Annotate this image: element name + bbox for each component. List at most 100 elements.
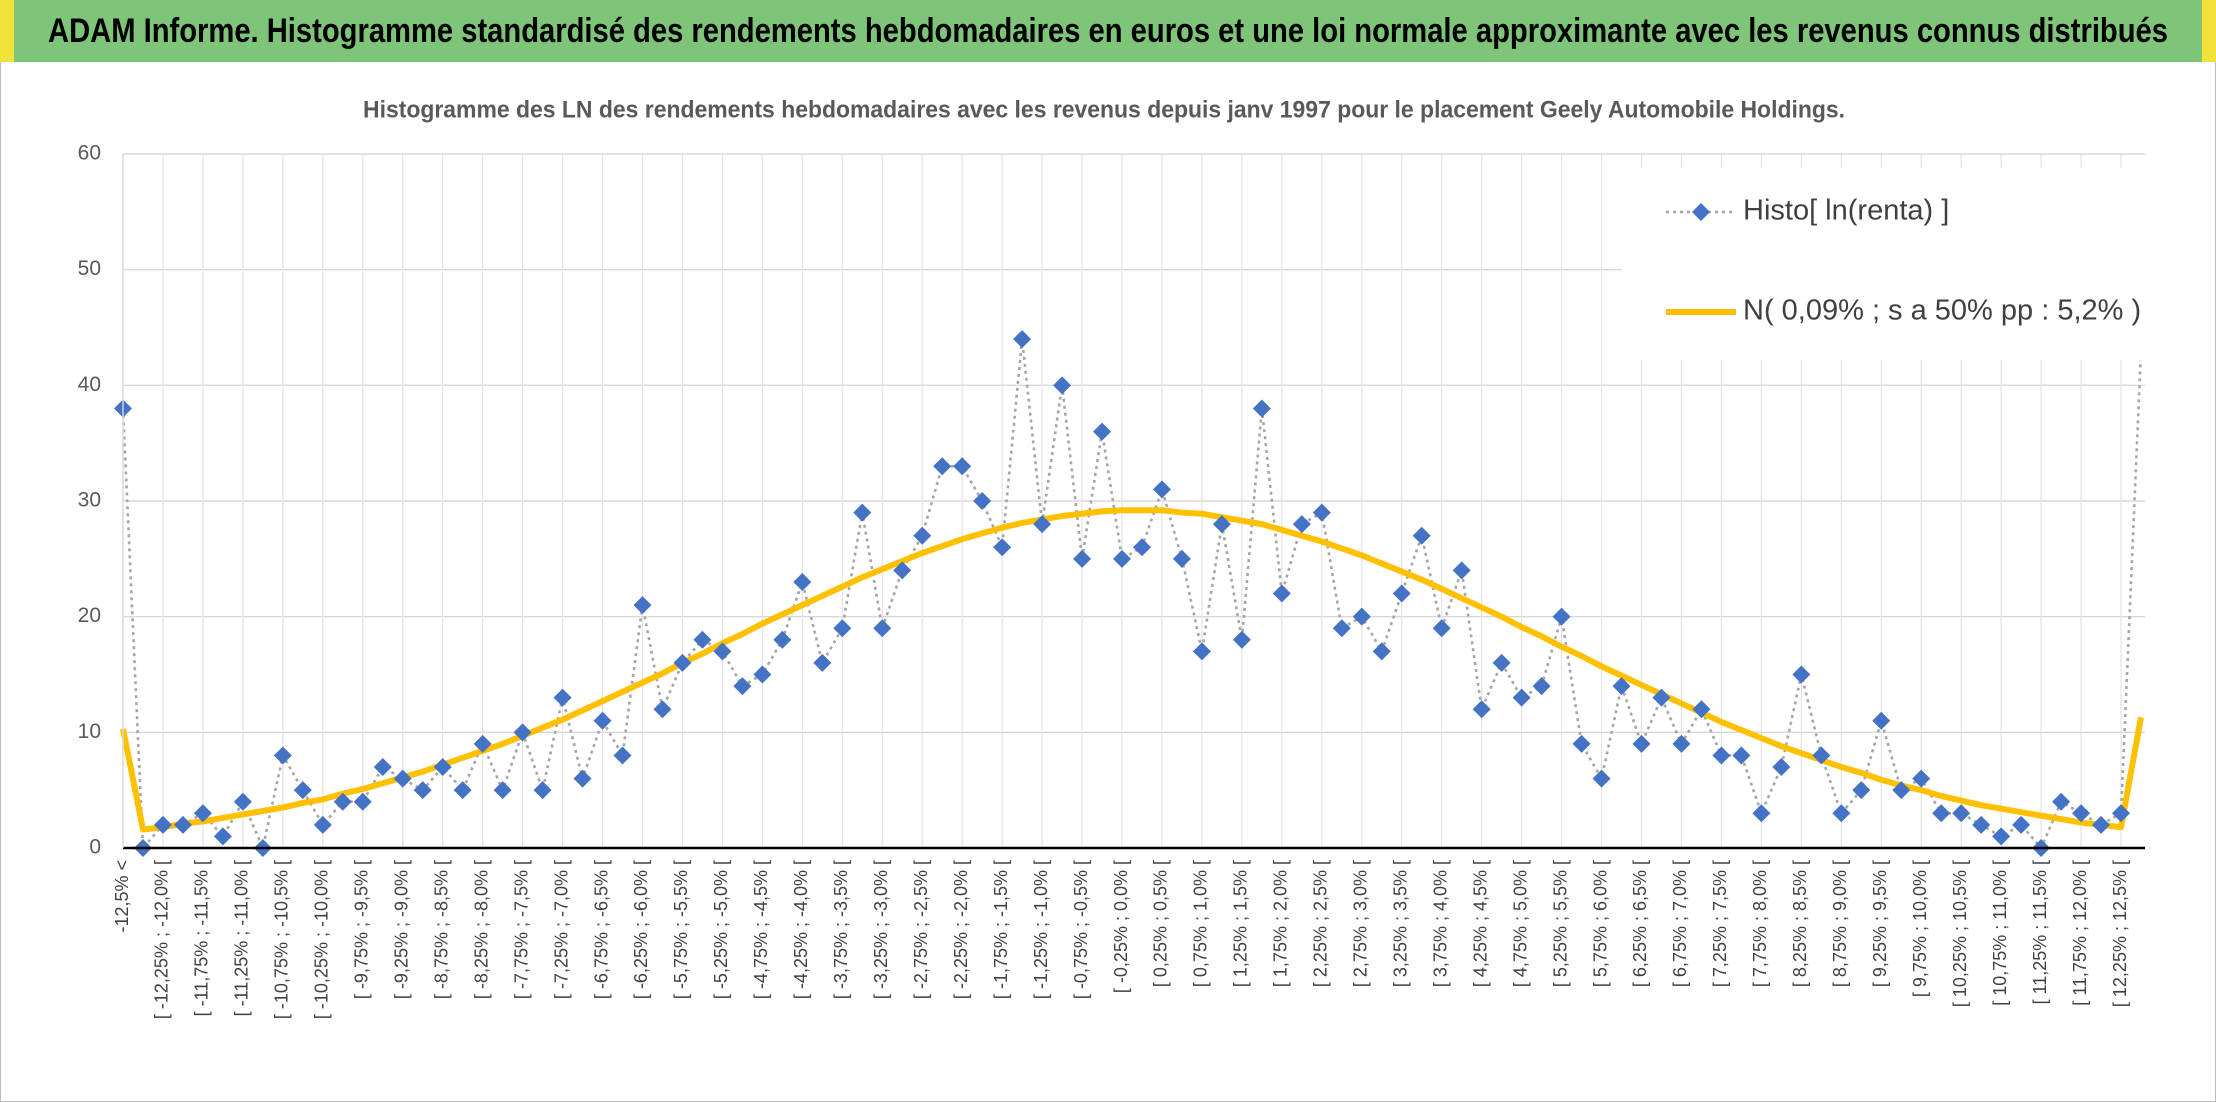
data-point: [613, 746, 632, 765]
data-point: [2052, 792, 2071, 811]
series-line: [120, 507, 2144, 833]
data-point: [1392, 584, 1411, 603]
x-tick-label: [ 11,25% ; 11,5% [: [2030, 860, 2050, 1004]
data-point: [1432, 619, 1451, 638]
x-tick-label: [ -10,75% ; -10,5% [: [272, 860, 292, 1019]
data-point: [1352, 607, 1371, 626]
data-point: [893, 561, 912, 580]
title-bar-corner: [0, 0, 14, 62]
data-point: [473, 734, 492, 753]
data-point: [353, 792, 372, 811]
data-point: [753, 665, 772, 684]
data-point: [1312, 503, 1331, 522]
data-point: [1152, 480, 1171, 499]
x-tick-label: [ 0,25% ; 0,5% [: [1151, 860, 1171, 987]
data-point: [1912, 769, 1931, 788]
x-tick-label: [ -4,75% ; -4,5% [: [751, 860, 771, 999]
x-tick-label: [ -11,75% ; -11,5% [: [192, 860, 212, 1016]
data-point: [373, 758, 392, 777]
legend-label: Histo[ ln(renta) ]: [1743, 195, 1949, 227]
x-tick-label: [ -11,25% ; -11,0% [: [232, 860, 252, 1016]
x-tick-label: [ -5,75% ; -5,5% [: [671, 860, 691, 999]
x-tick-label: [ -1,25% ; -1,0% [: [1031, 860, 1051, 999]
y-tick-label: 0: [89, 836, 101, 859]
data-point: [993, 538, 1012, 557]
x-tick-label: [ -3,75% ; -3,5% [: [831, 860, 851, 999]
data-point: [313, 815, 332, 834]
data-point: [1792, 665, 1811, 684]
x-tick-label: [ 10,75% ; 11,0% [: [1990, 860, 2010, 1006]
data-point: [1332, 619, 1351, 638]
data-point: [1612, 677, 1631, 696]
data-point: [853, 503, 872, 522]
data-point: [1532, 677, 1551, 696]
data-point: [973, 492, 992, 510]
x-tick-label: [ -8,25% ; -8,0% [: [471, 860, 491, 999]
data-point: [1212, 515, 1231, 534]
x-tick-label: [ 9,25% ; 9,5% [: [1870, 860, 1890, 987]
x-tick-label: [ -7,75% ; -7,5% [: [511, 860, 531, 999]
data-point: [293, 781, 312, 800]
data-point: [813, 653, 832, 672]
data-point: [213, 827, 232, 846]
data-point: [1372, 642, 1391, 661]
y-tick-label: 20: [78, 604, 101, 627]
x-tick-label: [ 5,75% ; 6,0% [: [1590, 860, 1610, 987]
data-point: [1272, 584, 1291, 603]
data-point: [193, 804, 212, 823]
data-point: [1113, 549, 1132, 568]
data-point: [1292, 515, 1311, 534]
data-point: [913, 526, 932, 545]
x-tick-label: [ -4,25% ; -4,0% [: [791, 860, 811, 999]
data-point: [653, 700, 672, 719]
data-point: [433, 758, 452, 777]
x-tick-label: [ 2,75% ; 3,0% [: [1351, 860, 1371, 987]
data-point: [1592, 769, 1611, 788]
x-tick-label: [ -0,75% ; -0,5% [: [1071, 860, 1091, 999]
data-point: [1552, 607, 1571, 626]
x-tick-label: [ -10,25% ; -10,0% [: [312, 860, 332, 1019]
data-point: [733, 677, 752, 696]
x-tick-label: [ 1,75% ; 2,0% [: [1271, 860, 1291, 987]
data-point: [1073, 549, 1092, 568]
data-point: [413, 781, 432, 800]
data-point: [1472, 700, 1491, 719]
x-tick-label: [ 4,75% ; 5,0% [: [1510, 860, 1530, 987]
data-point: [1492, 653, 1511, 672]
data-point: [873, 619, 892, 638]
x-tick-label: [ 6,75% ; 7,0% [: [1670, 860, 1690, 987]
x-tick-label: [ -8,75% ; -8,5% [: [431, 860, 451, 999]
x-tick-label: [ 1,25% ; 1,5% [: [1231, 860, 1251, 987]
legend-label: N( 0,09% ; s a 50% pp : 5,2% ): [1743, 295, 2141, 327]
data-point: [2072, 804, 2091, 823]
data-point: [1992, 827, 2011, 846]
data-point: [673, 653, 692, 672]
data-point: [693, 630, 712, 649]
data-point: [453, 781, 472, 800]
x-tick-label: [ -0,25% ; 0,0% [: [1111, 860, 1131, 993]
data-point: [933, 457, 952, 476]
plot-area: [114, 330, 2150, 857]
data-point: [173, 815, 192, 834]
x-tick-label: [ -9,75% ; -9,5% [: [352, 860, 372, 999]
data-point: [1033, 515, 1052, 534]
x-tick-label: [ -1,75% ; -1,5% [: [991, 860, 1011, 999]
data-point: [1692, 700, 1711, 719]
y-tick-label: 30: [78, 489, 101, 512]
data-point: [793, 572, 812, 591]
x-tick-label: [ -7,25% ; -7,0% [: [551, 860, 571, 999]
x-tick-label: [ 8,25% ; 8,5% [: [1790, 860, 1810, 987]
data-point: [1872, 711, 1891, 730]
data-point: [1772, 758, 1791, 777]
data-point: [1712, 746, 1731, 765]
data-point: [1852, 781, 1871, 800]
data-point: [393, 769, 412, 788]
data-point: [1952, 804, 1971, 823]
x-tick-label: [ 3,25% ; 3,5% [: [1390, 860, 1410, 987]
x-tick-label: [ 10,25% ; 10,5% [: [1950, 860, 1970, 1007]
data-point: [333, 792, 352, 811]
data-point: [1512, 688, 1531, 707]
data-point: [2012, 815, 2031, 834]
data-point: [1812, 746, 1831, 765]
x-tick-label: [ 2,25% ; 2,5% [: [1311, 860, 1331, 987]
